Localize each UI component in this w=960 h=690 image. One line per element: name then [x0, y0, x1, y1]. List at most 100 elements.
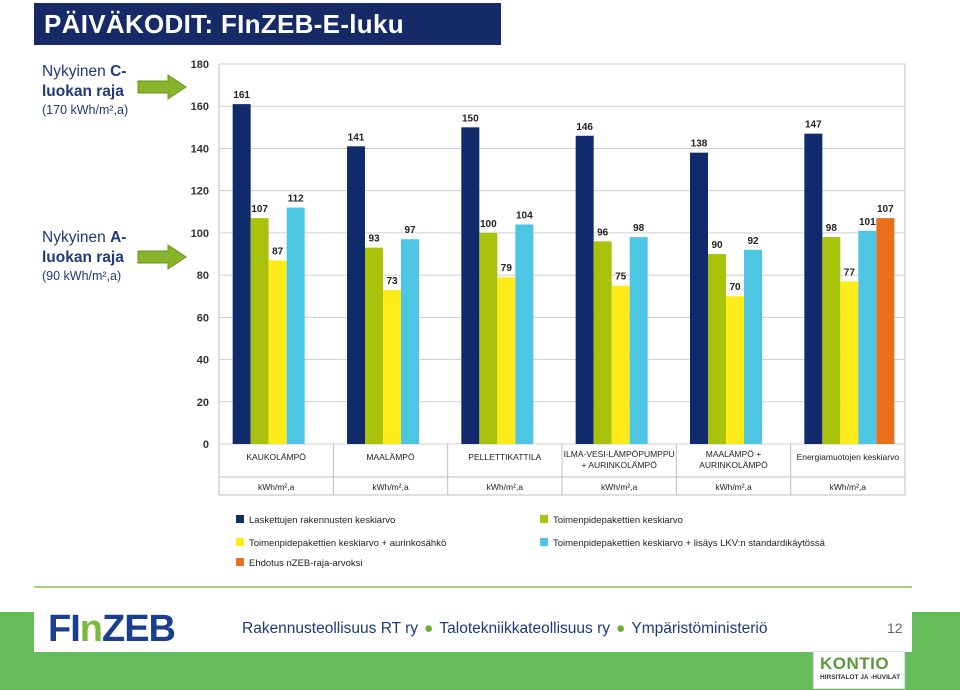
bar [690, 152, 708, 444]
bar-chart: 0 20 40 60 80 100 120 140 160 180 161 107 87 112 KAUKO… [191, 59, 906, 569]
bar-value-label: 98 [826, 223, 838, 234]
slide-title: PÄIVÄKODIT: FInZEB-E-luku [44, 9, 404, 39]
category-label: ILMA-VESI-LÄMPÖPUMPPU [564, 449, 675, 459]
bar [876, 218, 895, 444]
bar [497, 277, 516, 444]
bar-value-label: 101 [859, 217, 876, 228]
bar-value-label: 93 [368, 234, 380, 245]
bar-value-label: 73 [386, 276, 398, 287]
bar [575, 135, 594, 444]
bar [401, 239, 419, 444]
legend-label: Toimenpidepakettien keskiarvo + aurinkos… [249, 538, 446, 549]
legend-swatch [540, 538, 548, 546]
bar [840, 281, 859, 444]
bar [479, 232, 498, 444]
c-class-arrow-icon [137, 74, 187, 100]
category-label: MAALÄMPÖ [366, 452, 415, 462]
bar [593, 241, 612, 444]
bar [629, 237, 648, 444]
plot-area [218, 63, 906, 445]
footer-organizations: Rakennusteollisuus RT ry ● Talotekniikkate… [242, 620, 767, 638]
finzeb-logo: FInZEB [48, 608, 176, 650]
bar-value-label: 87 [272, 246, 284, 257]
legend-swatch [236, 558, 244, 566]
bar-value-label: 138 [691, 139, 708, 150]
y-tick-label: 140 [191, 143, 209, 155]
unit-label: kWh/m²,a [601, 482, 638, 492]
bar [383, 289, 401, 444]
y-tick-label: 100 [191, 228, 209, 240]
legend-swatch [236, 538, 244, 546]
legend-swatch [540, 515, 548, 523]
c-class-line2: luokan raja [42, 83, 124, 100]
y-tick-label: 40 [197, 355, 209, 367]
unit-label: kWh/m²,a [715, 482, 752, 492]
legend-label: Toimenpidepakettien keskiarvo + lisäys L… [553, 538, 826, 549]
y-tick-label: 80 [197, 270, 209, 282]
y-tick-label: 60 [197, 312, 209, 324]
bar-value-label: 98 [633, 223, 645, 234]
footer-bar [34, 604, 912, 652]
category-label: PELLETTIKATTILA [468, 452, 541, 462]
unit-label: kWh/m²,a [258, 482, 295, 492]
bar-value-label: 90 [711, 240, 723, 251]
org-rt: Rakennusteollisuus RT ry [242, 620, 419, 637]
bar-value-label: 96 [597, 227, 609, 238]
bar-value-label: 147 [805, 120, 822, 131]
bar [250, 218, 269, 444]
bullet-icon: ● [616, 620, 626, 637]
bar-value-label: 107 [251, 204, 268, 215]
unit-label: kWh/m²,a [487, 482, 524, 492]
bar-value-label: 141 [348, 132, 365, 143]
title-bar: PÄIVÄKODIT: FInZEB-E-luku [34, 3, 501, 45]
legend-swatch [236, 515, 244, 523]
bar [515, 224, 534, 444]
bar [708, 254, 726, 444]
category-label: MAALÄMPÖ + [706, 449, 762, 459]
c-class-line1-bold: C- [110, 63, 127, 80]
kontio-brand: KONTIO [820, 654, 890, 673]
org-tt: Talotekniikkateollisuus ry [439, 620, 610, 637]
footer-divider [34, 586, 912, 588]
a-class-limit: (90 kWh/m²,a) [42, 269, 122, 283]
legend-label: Ehdotus nZEB-raja-arvoksi [249, 558, 363, 569]
bar [286, 207, 305, 444]
bar-value-label: 112 [288, 194, 305, 205]
category-label: KAUKOLÄMPÖ [246, 452, 306, 462]
c-class-annotation: Nykyinen C- luokan raja (170 kWh/m²,a) [42, 62, 128, 118]
bar [822, 237, 841, 444]
bar-value-label: 107 [877, 204, 894, 215]
category-label: Energiamuotojen keskiarvo [797, 452, 900, 462]
bar-value-label: 77 [844, 267, 856, 278]
bar-value-label: 100 [480, 219, 497, 230]
bar-value-label: 70 [729, 282, 741, 293]
bar-value-label: 79 [501, 263, 513, 274]
bar-value-label: 150 [462, 113, 479, 124]
a-class-line2: luokan raja [42, 249, 124, 266]
y-tick-label: 20 [197, 397, 209, 409]
bar [858, 230, 877, 444]
bar [744, 249, 762, 444]
bullet-icon: ● [424, 620, 434, 637]
a-class-line1-prefix: Nykyinen [42, 229, 111, 246]
bar [268, 260, 287, 444]
kontio-tagline: HIRSITALOT JA -HUVILAT [820, 674, 901, 681]
org-ym: Ympäristöministeriö [631, 620, 768, 637]
bar [804, 133, 823, 444]
y-tick-label: 160 [191, 101, 209, 113]
kontio-logo: KONTIO HIRSITALOT JA -HUVILAT [813, 651, 905, 689]
bar-value-label: 97 [404, 225, 416, 236]
c-class-line1-prefix: Nykyinen [42, 63, 111, 80]
bar [726, 296, 744, 444]
bar [461, 127, 480, 444]
bar-value-label: 75 [615, 272, 627, 283]
legend-label: Toimenpidepakettien keskiarvo [553, 515, 683, 526]
bar [232, 104, 251, 444]
bar-value-label: 104 [516, 210, 533, 221]
page-number: 12 [887, 620, 903, 636]
a-class-arrow-icon [137, 244, 187, 270]
bar-value-label: 146 [576, 122, 593, 133]
bar [365, 247, 383, 444]
unit-label: kWh/m²,a [372, 482, 409, 492]
bar-value-label: 92 [747, 236, 759, 247]
